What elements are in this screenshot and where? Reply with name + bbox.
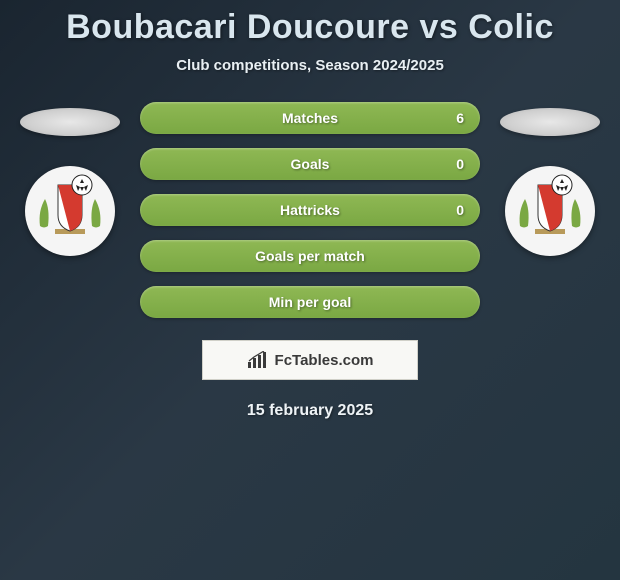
left-club-badge	[25, 166, 115, 256]
date-text: 15 february 2025	[0, 402, 620, 420]
stat-value-right: 0	[456, 202, 464, 218]
stat-row-goals-per-match: Goals per match	[140, 240, 480, 272]
club-crest-icon	[510, 171, 590, 251]
stat-label: Min per goal	[269, 294, 351, 310]
main-row: Matches 6 Goals 0 Hattricks 0 Goals per …	[0, 102, 620, 318]
stat-row-matches: Matches 6	[140, 102, 480, 134]
right-player-ellipse	[500, 108, 600, 136]
stat-value-right: 6	[456, 110, 464, 126]
page-subtitle: Club competitions, Season 2024/2025	[0, 57, 620, 74]
right-player-col	[500, 102, 600, 256]
right-club-badge	[505, 166, 595, 256]
bar-chart-icon	[247, 351, 269, 369]
page-title: Boubacari Doucoure vs Colic	[0, 8, 620, 47]
stat-label: Goals	[291, 156, 330, 172]
stat-label: Goals per match	[255, 248, 365, 264]
stat-label: Matches	[282, 110, 338, 126]
stat-label: Hattricks	[280, 202, 340, 218]
left-player-col	[20, 102, 120, 256]
left-player-ellipse	[20, 108, 120, 136]
brand-text: FcTables.com	[275, 352, 374, 369]
brand-watermark: FcTables.com	[202, 340, 418, 380]
infographic-container: Boubacari Doucoure vs Colic Club competi…	[0, 0, 620, 420]
stat-value-right: 0	[456, 156, 464, 172]
stat-row-min-per-goal: Min per goal	[140, 286, 480, 318]
stats-column: Matches 6 Goals 0 Hattricks 0 Goals per …	[140, 102, 480, 318]
stat-row-hattricks: Hattricks 0	[140, 194, 480, 226]
club-crest-icon	[30, 171, 110, 251]
stat-row-goals: Goals 0	[140, 148, 480, 180]
